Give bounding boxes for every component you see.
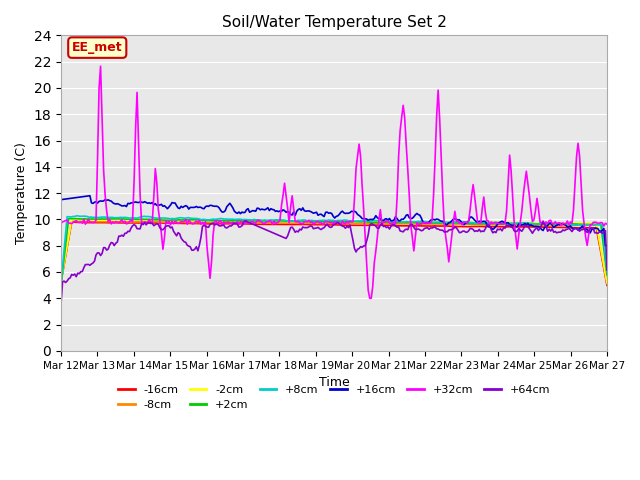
-2cm	[249, 218, 257, 224]
+2cm	[574, 221, 582, 227]
+8cm	[574, 222, 582, 228]
-16cm	[221, 221, 229, 227]
-16cm	[298, 222, 305, 228]
+8cm	[603, 269, 611, 275]
Line: -2cm: -2cm	[61, 219, 607, 283]
+32cm	[125, 218, 133, 224]
Title: Soil/Water Temperature Set 2: Soil/Water Temperature Set 2	[221, 15, 447, 30]
-8cm	[249, 220, 257, 226]
-8cm	[574, 222, 582, 228]
+16cm	[57, 197, 65, 203]
X-axis label: Time: Time	[319, 376, 349, 389]
+16cm	[602, 243, 609, 249]
+8cm	[74, 213, 81, 219]
Line: +16cm: +16cm	[61, 196, 607, 246]
+64cm	[57, 301, 65, 307]
Line: -16cm: -16cm	[61, 222, 607, 285]
Line: +8cm: +8cm	[61, 216, 607, 284]
-16cm	[574, 225, 582, 231]
+32cm	[249, 218, 257, 224]
+16cm	[249, 208, 257, 214]
+32cm	[221, 220, 229, 226]
+2cm	[69, 216, 77, 221]
-16cm	[57, 279, 65, 285]
+8cm	[239, 216, 247, 222]
+2cm	[221, 218, 229, 224]
-2cm	[603, 280, 611, 286]
+64cm	[249, 221, 257, 227]
+64cm	[298, 227, 305, 233]
+8cm	[249, 217, 257, 223]
+8cm	[125, 215, 133, 221]
-16cm	[125, 220, 133, 226]
-2cm	[221, 217, 229, 223]
-2cm	[239, 217, 247, 223]
-16cm	[239, 221, 247, 227]
+2cm	[298, 218, 305, 224]
+8cm	[221, 216, 229, 222]
+32cm	[57, 221, 65, 227]
+2cm	[239, 217, 247, 223]
+32cm	[298, 220, 305, 226]
Line: +2cm: +2cm	[61, 218, 607, 285]
-8cm	[239, 220, 247, 226]
-16cm	[603, 282, 611, 288]
+32cm	[366, 295, 374, 301]
+16cm	[221, 208, 229, 214]
-8cm	[298, 220, 305, 226]
-16cm	[249, 221, 257, 227]
+32cm	[97, 63, 104, 69]
+64cm	[603, 267, 611, 273]
+16cm	[239, 210, 247, 216]
+16cm	[86, 193, 93, 199]
+64cm	[241, 218, 249, 224]
+16cm	[298, 207, 305, 213]
+2cm	[603, 272, 611, 278]
+2cm	[57, 282, 65, 288]
-2cm	[298, 218, 305, 224]
-2cm	[125, 217, 133, 223]
Line: +32cm: +32cm	[61, 66, 607, 298]
+8cm	[57, 281, 65, 287]
+32cm	[239, 222, 247, 228]
+2cm	[249, 218, 257, 224]
-8cm	[68, 218, 76, 224]
+16cm	[125, 201, 133, 207]
+64cm	[574, 227, 582, 232]
-8cm	[221, 220, 229, 226]
-8cm	[125, 219, 133, 225]
Line: +64cm: +64cm	[61, 221, 607, 304]
Y-axis label: Temperature (C): Temperature (C)	[15, 142, 28, 244]
+8cm	[298, 217, 305, 223]
Line: -8cm: -8cm	[61, 221, 607, 284]
Text: EE_met: EE_met	[72, 41, 123, 54]
-16cm	[68, 219, 76, 225]
Legend: -16cm, -8cm, -2cm, +2cm, +8cm, +16cm, +32cm, +64cm: -16cm, -8cm, -2cm, +2cm, +8cm, +16cm, +3…	[113, 380, 554, 415]
+32cm	[603, 221, 611, 227]
-2cm	[76, 216, 83, 222]
+16cm	[574, 227, 582, 233]
+64cm	[220, 222, 228, 228]
-8cm	[603, 281, 611, 287]
+16cm	[603, 243, 611, 249]
-2cm	[574, 220, 582, 226]
+32cm	[576, 153, 584, 159]
+64cm	[124, 228, 132, 234]
+2cm	[125, 216, 133, 222]
-2cm	[57, 278, 65, 284]
+64cm	[238, 223, 246, 228]
-8cm	[57, 279, 65, 285]
